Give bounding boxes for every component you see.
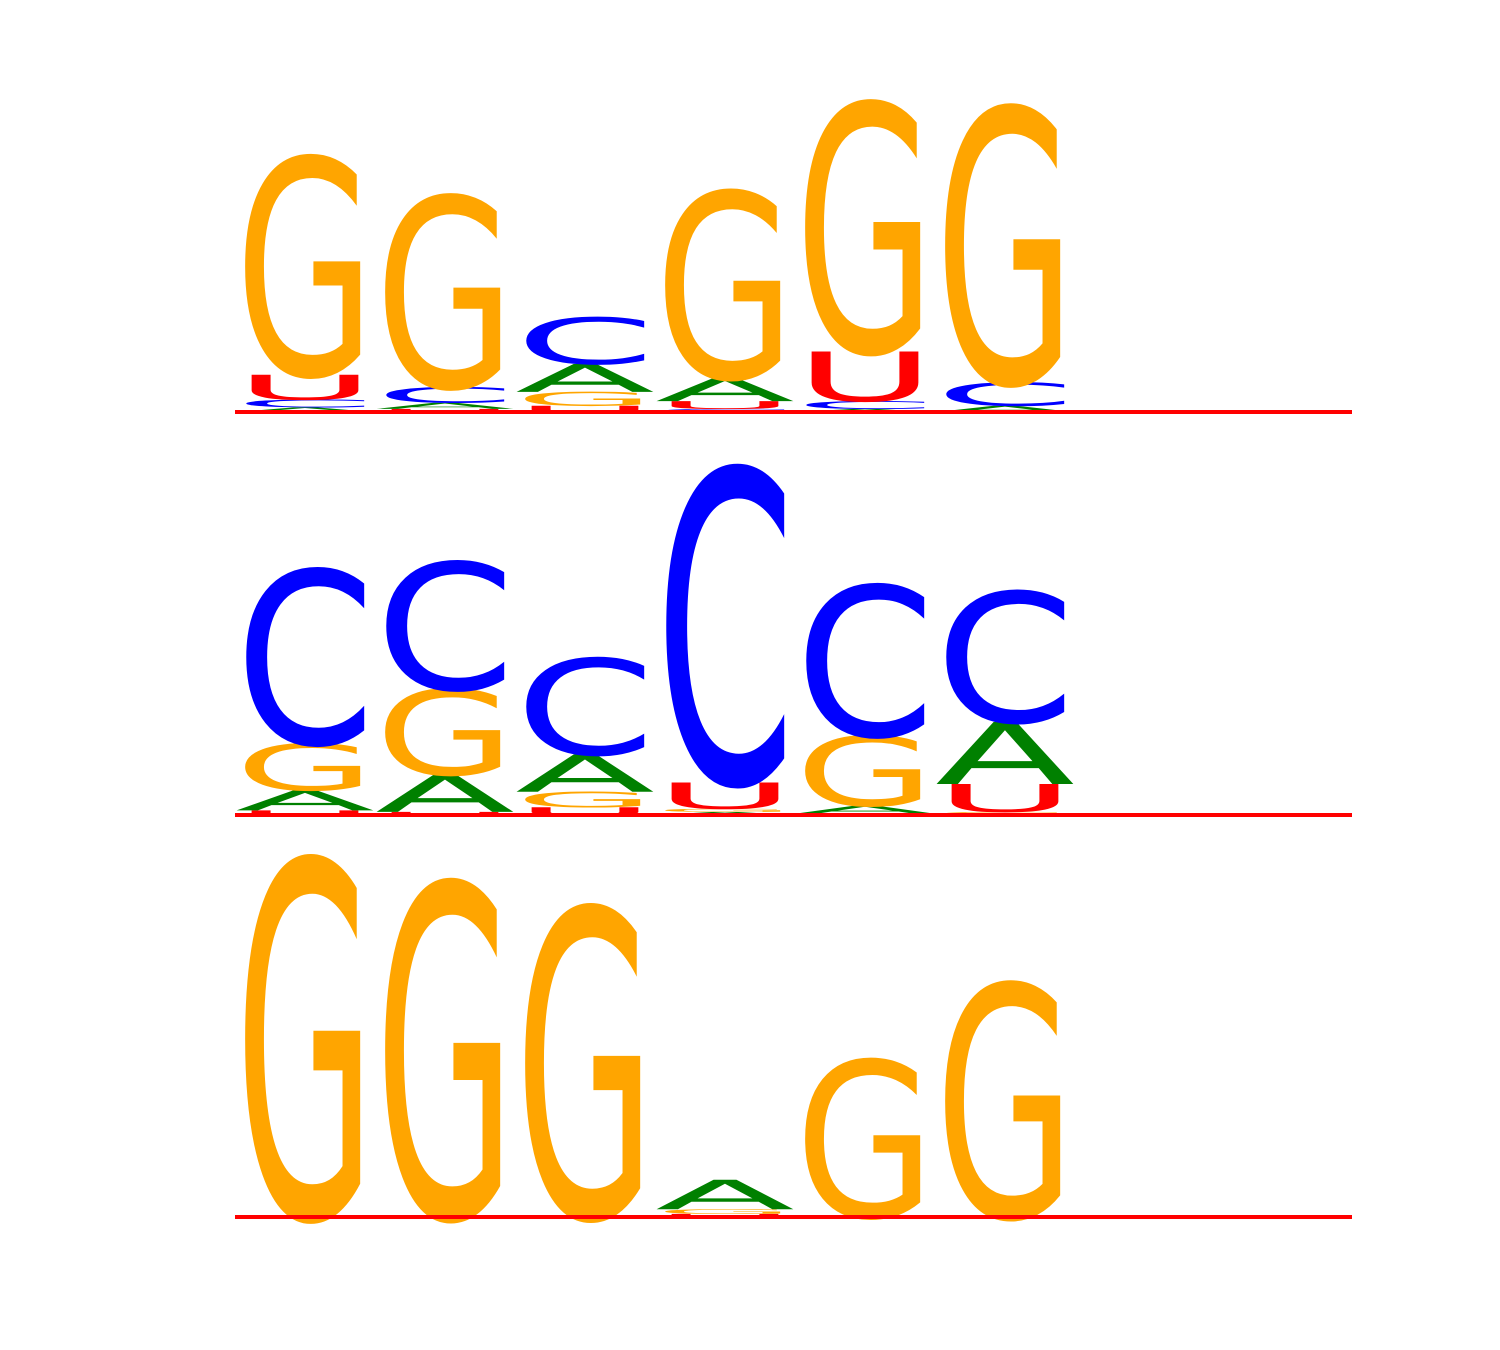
logo-letter-G: G <box>235 731 375 805</box>
logo-letter-G: G <box>795 718 935 829</box>
logo-column-4: UGA <box>655 1172 795 1219</box>
logo-letter-G: G <box>935 922 1075 1294</box>
logo-letter-A: A <box>375 401 515 411</box>
logo-letter-G: G <box>655 808 795 813</box>
logo-column-6: GUAC <box>935 556 1075 821</box>
logo-letter-A: A <box>235 406 375 413</box>
logo-letter-A: A <box>935 404 1075 414</box>
logo-letter-C: C <box>515 305 655 379</box>
logo-column-5: G <box>795 1018 935 1268</box>
logo-letter-C: C <box>375 383 515 408</box>
logo-panel-1: ACUGUACGUGACCUAGACUGACG <box>235 33 1352 472</box>
logo-letter-C: C <box>235 523 375 800</box>
logo-letter-G: G <box>515 824 655 1317</box>
logo-letter-A: A <box>795 804 935 816</box>
logo-letter-A: A <box>935 705 1075 804</box>
logo-letter-U: U <box>235 368 375 408</box>
logo-letter-G: G <box>375 666 515 802</box>
logo-letter-G: G <box>795 37 935 433</box>
logo-letter-C: C <box>795 544 935 784</box>
logo-letter-G: G <box>235 99 375 446</box>
logo-letter-C: C <box>795 399 935 411</box>
logo-letter-G: G <box>375 145 515 450</box>
logo-letter-C: C <box>935 376 1075 413</box>
logo-letter-U: U <box>515 404 655 414</box>
logo-panel-3: GGGUGAGG <box>235 763 1352 1332</box>
logo-column-6: G <box>935 922 1075 1294</box>
logo-letter-A: A <box>235 785 375 817</box>
logo-letter-C: C <box>655 385 795 885</box>
logo-column-2: G <box>375 792 515 1325</box>
logo-letter-C: C <box>515 633 655 787</box>
logo-letter-U: U <box>655 399 795 411</box>
logo-column-6: ACG <box>935 33 1075 472</box>
logo-letter-C: C <box>235 398 375 410</box>
logo-letter-G: G <box>655 142 795 439</box>
logo-letter-A: A <box>515 745 655 804</box>
logo-letter-U: U <box>795 338 935 417</box>
logo-letter-A: A <box>515 356 655 401</box>
logo-letter-G: G <box>935 33 1075 472</box>
logo-letter-A: A <box>655 372 795 409</box>
logo-column-3: G <box>515 824 655 1317</box>
logo-letter-U: U <box>235 809 375 816</box>
logo-letter-G: G <box>655 1208 795 1215</box>
logo-column-1: G <box>235 763 375 1332</box>
logo-column-4: AGUC <box>655 385 795 885</box>
logo-letter-U: U <box>655 775 795 817</box>
logo-letter-G: G <box>515 388 655 410</box>
logo-letter-A: A <box>655 1172 795 1219</box>
logo-letter-G: G <box>515 788 655 813</box>
logo-letter-C: C <box>375 529 515 731</box>
logo-letter-G: G <box>235 763 375 1332</box>
logo-letter-G: G <box>375 792 515 1325</box>
logo-letter-C: C <box>935 556 1075 764</box>
logo-letter-G: G <box>795 1018 935 1268</box>
logo-panel-2: UAGCUAGCUGACAGUCUAGCGUAC <box>235 385 1352 885</box>
